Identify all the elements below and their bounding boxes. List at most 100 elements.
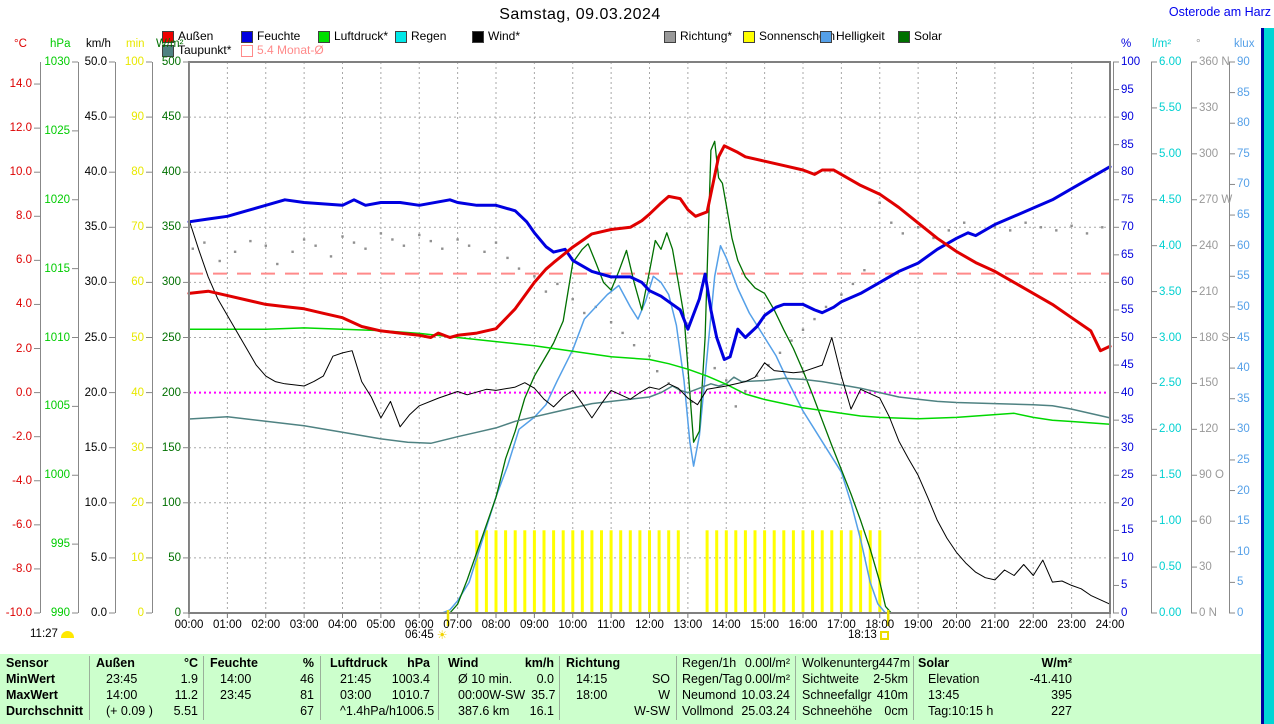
table-cell: 1010.7 [391, 688, 430, 702]
x-tick-label: 12:00 [635, 619, 664, 631]
helligkeit-legend-swatch [820, 30, 832, 43]
series-richtung-dot [467, 244, 471, 247]
axis-unit-pct: % [1121, 38, 1132, 50]
series-wind [188, 219, 1111, 605]
axis-tick-label-klux: 15 [1237, 515, 1250, 528]
series-sonnenschein-bar [734, 530, 738, 613]
axis-tick-label-smin: 80 [131, 166, 144, 179]
table-data-row: ^1.4hPa/h 1006.5 [330, 704, 434, 718]
series-richtung-dot [203, 241, 206, 244]
axis-tick-label-kmh: 10.0 [84, 496, 107, 509]
series-sonnenschein-bar [542, 530, 546, 613]
table-separator [203, 656, 204, 720]
table-cell: 0.00l/m² [744, 656, 790, 670]
axis-tick-label-pct: 20 [1121, 496, 1134, 509]
table-header-row: Solar W/m² [918, 656, 1072, 670]
x-tick-label: 22:00 [1018, 619, 1048, 631]
series-richtung-dot [840, 293, 843, 296]
table-data-row: 18:00 W [566, 688, 670, 702]
table-cell: 10.03.24 [741, 688, 790, 702]
axis-tick-label-pct: 70 [1121, 221, 1134, 234]
axis-tick-label-pct: 60 [1121, 276, 1134, 289]
regen-legend-swatch [395, 30, 407, 43]
series-sonnenschein-bar [753, 530, 757, 613]
legend-label: Außen [178, 29, 214, 43]
axis-tick-label-temp: -2.0 [12, 430, 32, 443]
series-richtung-dot [1039, 226, 1043, 229]
axis-tick-label-pct: 55 [1121, 303, 1134, 316]
table-cell: 5.51 [173, 704, 198, 718]
series-richtung-dot [402, 244, 406, 247]
axis-tick-label-deg: 180 S [1199, 331, 1230, 344]
sunset-time: 18:13 [848, 629, 877, 641]
axis-tick-label-deg: 0 N [1199, 607, 1217, 619]
series-richtung-dot [932, 236, 935, 240]
series-richtung-dot [690, 400, 693, 403]
table-cell: 0.0 [536, 672, 554, 686]
series-richtung-dot [1085, 232, 1089, 235]
series-richtung-dot [291, 250, 294, 253]
axis-tick-label-lm2: 1.00 [1159, 515, 1182, 528]
legend-item-regen: Regen [395, 30, 446, 43]
axis-tick-label-lm2: 3.00 [1159, 331, 1182, 344]
table-column-feuchte: Feuchte% 14:00 46 23:45 81 67 [208, 654, 316, 724]
right-scrollbar[interactable] [1264, 28, 1274, 724]
axis-tick-label-temp: 10.0 [9, 166, 32, 179]
legend-label: Sonnenschein [759, 29, 836, 43]
series-richtung-dot [878, 201, 881, 204]
series-richtung-dot [364, 247, 367, 250]
series-sonnenschein-bar [648, 530, 651, 613]
series-sonnenschein-bar [811, 530, 815, 613]
sunset-square-icon [879, 630, 889, 640]
table-data-row: Elevation -41.410 [918, 672, 1072, 686]
series-richtung-dot [609, 321, 613, 324]
series-richtung-dot [947, 229, 950, 232]
series-richtung-dot [725, 379, 728, 382]
series-sonnenschein-bar [763, 530, 767, 613]
axis-tick-label-smin: 100 [124, 56, 144, 68]
series-richtung-dot [544, 290, 548, 293]
series-richtung-dot [813, 317, 816, 321]
series-sonnenschein-bar [513, 530, 517, 613]
series-richtung-dot [656, 370, 659, 373]
table-cell: Vollmond [682, 704, 734, 718]
table-cell: 16.1 [529, 704, 554, 718]
axis-tick-label-smin: 60 [131, 276, 144, 289]
axis-tick-label-hpa: 1015 [44, 262, 70, 275]
table-cell: Sichtweite [802, 672, 859, 686]
axis-tick-label-smin: 40 [131, 386, 144, 399]
legend-item-wind: Wind* [472, 30, 520, 43]
table-cell: 447m [878, 656, 911, 670]
table-cell: Neumond [682, 688, 737, 702]
sunset-marker: 18:13 [848, 629, 889, 641]
x-tick-label: 24:00 [1095, 619, 1125, 631]
axis-tick-label-deg: 90 O [1199, 469, 1224, 482]
axis-tick-label-temp: 14.0 [9, 78, 32, 91]
table-cell: % [302, 656, 314, 670]
x-tick-label: 02:00 [251, 619, 281, 631]
axis-tick-label-lm2: 2.50 [1159, 377, 1182, 390]
series-sonnenschein-bar [494, 530, 498, 613]
table-data-row: 14:00 46 [210, 672, 314, 686]
table-cell: Elevation [928, 672, 980, 686]
series-richtung-dot [1009, 229, 1012, 232]
table-data-row: Regen/Tag 0.00l/m² [682, 672, 790, 686]
table-data-row: 23:45 81 [210, 688, 314, 702]
axis-tick-label-hpa: 995 [50, 538, 70, 551]
series-richtung-dot [429, 239, 432, 243]
x-tick-label: 03:00 [289, 619, 319, 631]
table-separator [795, 656, 796, 720]
table-header-row: Richtung [566, 656, 670, 670]
axis-tick-label-klux: 10 [1237, 545, 1250, 558]
right-edge-border [1261, 28, 1264, 724]
table-cell: Solar [918, 656, 950, 670]
axis-tick-label-pct: 95 [1121, 83, 1134, 96]
axis-tick-label-lm2: 0.00 [1159, 607, 1182, 619]
series-richtung-dot [963, 221, 966, 224]
series-richtung-dot [993, 226, 997, 229]
axis-tick-label-smin: 90 [131, 111, 144, 124]
series-sonnenschein-bar [859, 530, 863, 613]
x-tick-label: 16:00 [788, 619, 818, 631]
table-cell: Tag:10:15 h [928, 704, 994, 718]
series-sonnenschein-bar [504, 530, 508, 613]
